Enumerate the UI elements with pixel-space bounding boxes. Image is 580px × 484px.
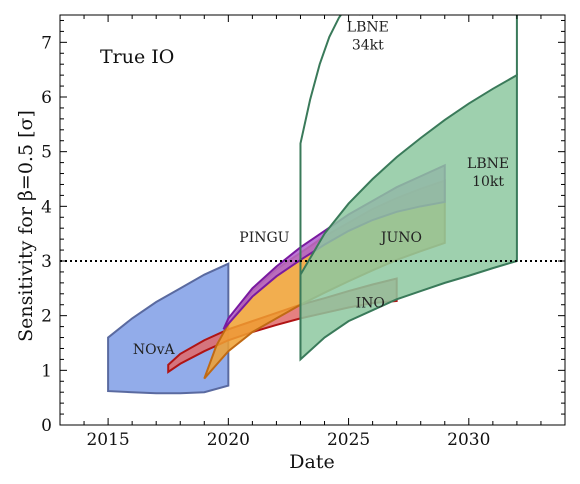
y-tick-label: 4 (41, 197, 52, 217)
y-tick-label: 1 (41, 361, 52, 381)
annotation-true-io: True IO (100, 46, 174, 68)
plot-frame (59, 14, 566, 426)
labels-layer: NOvA INO JUNO PINGU LBNE 10kt LBNE 34kt (133, 19, 509, 358)
y-tick-label: 6 (41, 88, 52, 108)
y-axis-title: Sensitivity for β=0.5 [σ] (15, 110, 37, 342)
label-juno: JUNO (379, 230, 422, 246)
label-nova: NOvA (133, 342, 176, 358)
label-lbne-34kt: LBNE 34kt (347, 19, 389, 53)
band-lbne-10kt (299, 73, 518, 362)
band-lbne-34kt (299, 15, 343, 360)
label-ino: INO (356, 295, 385, 311)
band-nova (107, 262, 230, 395)
y-tick-label: 5 (41, 143, 52, 163)
axes-layer: 2015 2020 2025 2030 0 1 2 3 4 5 6 7 (41, 14, 566, 450)
bands-layer (107, 15, 518, 395)
x-tick-label: 2025 (327, 430, 370, 450)
y-tick-label: 3 (41, 252, 52, 272)
label-pingu: PINGU (239, 230, 289, 246)
band-lbne-34kt-top (359, 15, 361, 16)
y-tick-label: 0 (41, 416, 52, 436)
x-axis-title: Date (289, 451, 334, 473)
x-tick-label: 2015 (86, 430, 129, 450)
y-tick-label: 2 (41, 307, 52, 327)
x-tick-label: 2020 (207, 430, 250, 450)
x-tick-label: 2030 (447, 430, 490, 450)
label-lbne-10kt: LBNE 10kt (467, 156, 509, 190)
y-tick-label: 7 (41, 33, 52, 53)
